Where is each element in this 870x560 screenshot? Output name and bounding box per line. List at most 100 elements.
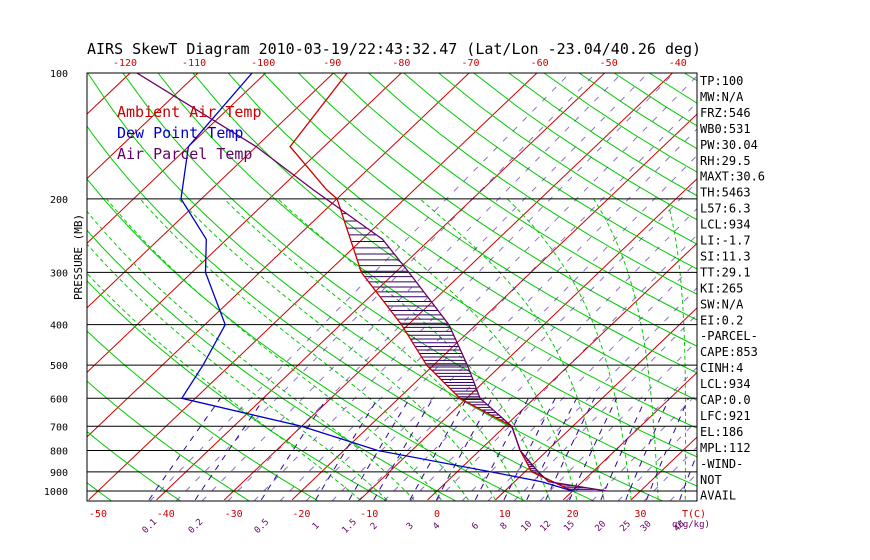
pressure-tick-label: 600 — [50, 394, 68, 405]
mixing-ratio-line — [227, 73, 649, 501]
bottom-temp-tick-label: -50 — [89, 509, 107, 520]
chart-title: AIRS SkewT Diagram 2010-03-19/22:43:32.4… — [87, 40, 701, 58]
moist-adiabat-line — [506, 198, 632, 500]
mixing-ratio-tick-label: 1.5 — [340, 517, 359, 536]
index-label: LCL:934 — [700, 218, 751, 232]
dry-adiabat-line — [262, 73, 697, 374]
mixing-ratio-line — [435, 234, 697, 501]
dry-adiabat-line — [649, 73, 697, 104]
index-label: L57:6.3 — [700, 202, 751, 216]
mixing-ratio-line — [409, 398, 468, 501]
index-label: NOT — [700, 473, 722, 487]
mixing-ratio-tick-label: 12 — [539, 519, 554, 534]
stability-indices: TP:100 MW:N/A FRZ:546 WB0:531 PW:30.04 RH:29.… — [700, 74, 765, 503]
mixing-ratio-line — [331, 128, 697, 501]
mixing-ratio-tick-label: 1 — [311, 521, 322, 532]
mixing-ratio-line — [260, 398, 328, 501]
top-temp-tick-label: -60 — [531, 58, 549, 69]
bottom-temp-tick-label: 0 — [434, 509, 440, 520]
moist-adiabat-line — [593, 198, 659, 500]
pressure-tick-label: 1000 — [44, 487, 68, 498]
series-line-2 — [180, 73, 573, 492]
index-label: SI:11.3 — [700, 249, 751, 263]
index-label: RH:29.5 — [700, 154, 751, 168]
isotherm-line — [87, 73, 131, 115]
index-label: EL:186 — [700, 425, 743, 439]
bottom-temp-tick-label: 10 — [499, 509, 511, 520]
index-label: -PARCEL- — [700, 329, 758, 343]
isotherm-line — [88, 73, 538, 501]
mixing-ratio-tick-label: 3 — [405, 521, 416, 532]
pressure-tick-label: 800 — [50, 446, 68, 457]
bottom-temp-tick-label: -20 — [292, 509, 310, 520]
mixing-ratio-tick-label: 20 — [594, 519, 609, 534]
dry-adiabat-line — [403, 73, 697, 270]
top-temp-tick-label: -50 — [600, 58, 618, 69]
top-temp-tick-label: -80 — [392, 58, 410, 69]
mixing-ratio-tick-label: 6 — [470, 521, 481, 532]
mixing-ratio-tick-label: 25 — [618, 519, 633, 534]
moist-adiabat-line — [342, 198, 578, 501]
grid-lines — [0, 73, 870, 501]
index-label: LI:-1.7 — [700, 234, 751, 248]
mixing-ratio-tick-label: 0.5 — [253, 517, 272, 536]
mixing-ratio-line — [503, 398, 556, 501]
series-line-3 — [136, 73, 607, 492]
series-line-1 — [289, 73, 573, 492]
index-label: TP:100 — [700, 74, 743, 88]
index-label: TT:29.1 — [700, 265, 751, 279]
mixing-ratio-line — [565, 366, 697, 501]
mixing-ratio-line — [513, 313, 697, 501]
index-label: CINH:4 — [700, 361, 743, 375]
isotherm-line — [427, 242, 697, 501]
isotherm-line — [0, 73, 62, 500]
moist-adiabat-line — [178, 198, 496, 501]
mixing-ratio-line — [409, 207, 697, 501]
mixing-ratio-tick-label: 10 — [520, 519, 535, 534]
index-label: CAP:0.0 — [700, 393, 751, 407]
index-label: CAPE:853 — [700, 345, 758, 359]
moist-adiabat-line — [139, 198, 469, 501]
top-temp-tick-label: -40 — [669, 58, 687, 69]
mixing-ratio-tick-label: 0.2 — [187, 517, 206, 536]
top-temp-tick-label: -120 — [113, 58, 137, 69]
index-label: EI:0.2 — [700, 313, 743, 327]
pressure-tick-label: 100 — [50, 69, 68, 80]
mixing-ratio-line — [373, 398, 434, 501]
bottom-temp-tick-label: -40 — [157, 509, 175, 520]
mixing-ratio-tick-label: 0.1 — [141, 517, 160, 536]
cape-hatch — [341, 213, 607, 492]
mixing-ratio-line — [487, 287, 697, 501]
index-label: MAXT:30.6 — [700, 170, 765, 184]
top-temp-tick-label: -100 — [251, 58, 275, 69]
index-label: -WIND- — [700, 457, 743, 471]
mixing-ratio-line — [600, 398, 647, 501]
mixing-ratio-line — [461, 260, 697, 501]
mixing-ratio-line — [617, 419, 697, 501]
mixing-ratio-line — [253, 73, 675, 501]
plot-frame — [86, 72, 698, 502]
isotherm-line — [87, 73, 470, 438]
pressure-tick-label: 700 — [50, 422, 68, 433]
mixing-ratio-line — [526, 398, 578, 501]
mixing-ratio-line — [646, 398, 689, 501]
mixing-ratio-line — [348, 398, 411, 501]
isotherm-line — [291, 113, 697, 501]
moist-adiabat-line — [223, 198, 524, 501]
mixing-ratio-line — [436, 398, 493, 501]
mixing-ratio-line — [748, 73, 870, 501]
legend-entry: Air Parcel Temp — [117, 145, 252, 163]
mixing-ratio-tick-label: 2 — [369, 521, 380, 532]
index-label: FRZ:546 — [700, 106, 751, 120]
mixing-ratio-line — [474, 398, 529, 501]
bottom-temp-tick-label: 20 — [567, 509, 579, 520]
legend-entry: Ambient Air Temp — [117, 103, 262, 121]
pressure-tick-label: 500 — [50, 361, 68, 372]
mixing-ratio-line — [315, 398, 379, 501]
mixing-ratio-line — [357, 154, 697, 501]
profiles — [136, 73, 607, 492]
x-axis-label: T(C) — [682, 509, 706, 520]
mixing-ratio-line — [149, 73, 571, 501]
moist-adiabat-line — [106, 198, 442, 501]
